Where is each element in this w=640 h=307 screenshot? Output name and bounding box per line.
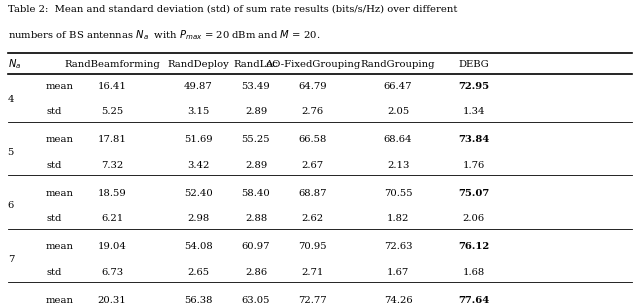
Text: 60.97: 60.97 xyxy=(242,242,270,251)
Text: 16.41: 16.41 xyxy=(97,82,127,91)
Text: 2.71: 2.71 xyxy=(301,267,323,277)
Text: 5: 5 xyxy=(8,148,14,157)
Text: 72.63: 72.63 xyxy=(384,242,412,251)
Text: 6: 6 xyxy=(8,201,14,211)
Text: RandBeamforming: RandBeamforming xyxy=(64,60,160,69)
Text: 74.26: 74.26 xyxy=(384,296,412,305)
Text: 75.07: 75.07 xyxy=(458,189,489,198)
Text: $N_a$: $N_a$ xyxy=(8,58,21,71)
Text: 49.87: 49.87 xyxy=(184,82,212,91)
Text: 53.49: 53.49 xyxy=(242,82,270,91)
Text: std: std xyxy=(46,161,61,170)
Text: RandGrouping: RandGrouping xyxy=(361,60,435,69)
Text: 51.69: 51.69 xyxy=(184,135,212,145)
Text: 2.89: 2.89 xyxy=(245,107,267,116)
Text: 19.04: 19.04 xyxy=(97,242,127,251)
Text: RandDeploy: RandDeploy xyxy=(168,60,229,69)
Text: 73.84: 73.84 xyxy=(458,135,489,145)
Text: 55.25: 55.25 xyxy=(242,135,270,145)
Text: 2.62: 2.62 xyxy=(301,214,323,223)
Text: 58.40: 58.40 xyxy=(242,189,270,198)
Text: 2.86: 2.86 xyxy=(245,267,267,277)
Text: 64.79: 64.79 xyxy=(298,82,326,91)
Text: AO-FixedGrouping: AO-FixedGrouping xyxy=(265,60,360,69)
Text: 63.05: 63.05 xyxy=(242,296,270,305)
Text: 70.95: 70.95 xyxy=(298,242,326,251)
Text: mean: mean xyxy=(46,82,74,91)
Text: 3.15: 3.15 xyxy=(188,107,209,116)
Text: 1.67: 1.67 xyxy=(387,267,409,277)
Text: 7: 7 xyxy=(8,255,14,264)
Text: 1.34: 1.34 xyxy=(462,107,485,116)
Text: 2.05: 2.05 xyxy=(387,107,409,116)
Text: 2.98: 2.98 xyxy=(188,214,209,223)
Text: 66.47: 66.47 xyxy=(384,82,412,91)
Text: 2.06: 2.06 xyxy=(463,214,484,223)
Text: 52.40: 52.40 xyxy=(184,189,212,198)
Text: 6.73: 6.73 xyxy=(101,267,123,277)
Text: numbers of BS antennas $N_a$  with $P_{max}$ = 20 dBm and $M$ = 20.: numbers of BS antennas $N_a$ with $P_{ma… xyxy=(8,28,320,42)
Text: std: std xyxy=(46,267,61,277)
Text: 77.64: 77.64 xyxy=(458,296,489,305)
Text: 68.87: 68.87 xyxy=(298,189,326,198)
Text: 6.21: 6.21 xyxy=(101,214,123,223)
Text: RandLoc: RandLoc xyxy=(234,60,278,69)
Text: mean: mean xyxy=(46,135,74,145)
Text: std: std xyxy=(46,214,61,223)
Text: std: std xyxy=(46,107,61,116)
Text: 2.67: 2.67 xyxy=(301,161,323,170)
Text: mean: mean xyxy=(46,189,74,198)
Text: 3.42: 3.42 xyxy=(188,161,209,170)
Text: 5.25: 5.25 xyxy=(101,107,123,116)
Text: DEBG: DEBG xyxy=(458,60,489,69)
Text: 72.77: 72.77 xyxy=(298,296,326,305)
Text: 17.81: 17.81 xyxy=(97,135,127,145)
Text: mean: mean xyxy=(46,242,74,251)
Text: 2.13: 2.13 xyxy=(387,161,409,170)
Text: 4: 4 xyxy=(8,95,14,104)
Text: mean: mean xyxy=(46,296,74,305)
Text: 72.95: 72.95 xyxy=(458,82,489,91)
Text: 68.64: 68.64 xyxy=(384,135,412,145)
Text: Table 2:  Mean and standard deviation (std) of sum rate results (bits/s/Hz) over: Table 2: Mean and standard deviation (st… xyxy=(8,5,457,14)
Text: 56.38: 56.38 xyxy=(184,296,212,305)
Text: 2.88: 2.88 xyxy=(245,214,267,223)
Text: 1.76: 1.76 xyxy=(463,161,484,170)
Text: 2.65: 2.65 xyxy=(188,267,209,277)
Text: 66.58: 66.58 xyxy=(298,135,326,145)
Text: 2.76: 2.76 xyxy=(301,107,323,116)
Text: 76.12: 76.12 xyxy=(458,242,489,251)
Text: 1.82: 1.82 xyxy=(387,214,409,223)
Text: 18.59: 18.59 xyxy=(98,189,126,198)
Text: 2.89: 2.89 xyxy=(245,161,267,170)
Text: 54.08: 54.08 xyxy=(184,242,212,251)
Text: 70.55: 70.55 xyxy=(384,189,412,198)
Text: 1.68: 1.68 xyxy=(463,267,484,277)
Text: 7.32: 7.32 xyxy=(101,161,123,170)
Text: 20.31: 20.31 xyxy=(98,296,126,305)
